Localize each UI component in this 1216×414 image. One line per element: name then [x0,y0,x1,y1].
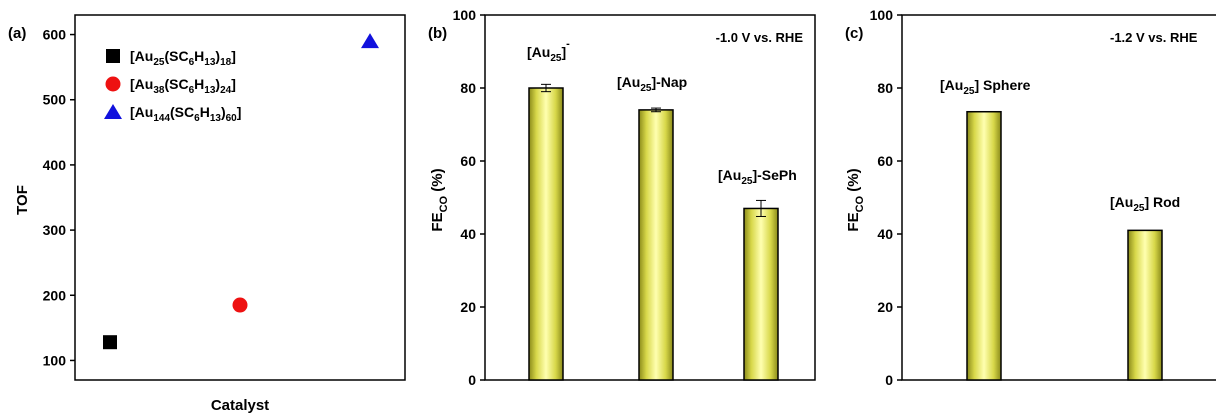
panel-b: (b) 0 20 40 60 80 100 FECO (%) -1.0 V vs. RHE… [428,7,816,388]
panel-a-y-axis: 100 200 300 400 500 600 [43,27,75,368]
y-tick-label: 0 [468,372,476,388]
y-tick-label: 600 [43,27,67,43]
data-point-square [103,335,117,350]
data-point-circle [232,297,248,313]
panel-a-legend: [Au25(SC6H13)18] [Au38(SC6H13)24] [Au144(S… [104,48,241,124]
y-tick-label: 100 [870,7,894,23]
data-point-triangle [361,33,379,49]
panel-b-annotation: -1.0 V vs. RHE [716,30,804,45]
bar-label: [Au25] Rod [1110,194,1180,214]
panel-c-bars: [Au25] Sphere [Au25] Rod [940,77,1180,381]
panel-b-y-axis-title: FECO (%) [429,168,450,231]
y-tick-label: 500 [43,92,67,108]
y-tick-label: 20 [460,299,476,315]
y-tick-label: 100 [43,352,67,368]
panel-b-label: (b) [428,25,447,42]
panel-b-bars: [Au25]- [Au25]-Nap [Au25]-SePh [527,38,797,381]
y-tick-label: 400 [43,157,67,173]
legend-marker-triangle [104,104,122,119]
bar [638,109,674,381]
bar [966,110,1002,381]
panel-a-frame [74,14,406,381]
panel-a-label: (a) [8,25,26,42]
y-tick-label: 20 [877,299,893,315]
y-tick-label: 80 [460,80,476,96]
y-tick-label: 200 [43,287,67,303]
bar-label: [Au25]- [527,38,570,64]
bar [1127,229,1163,381]
legend-marker-square [106,49,120,63]
panel-a-points [103,33,379,350]
y-tick-label: 60 [877,153,893,169]
y-tick-label: 80 [877,80,893,96]
y-tick-label: 100 [453,7,477,23]
panel-a-x-axis-title: Catalyst [211,397,269,414]
legend-entry: [Au144(SC6H13)60] [130,104,241,124]
panel-c-frame [901,14,1216,381]
panel-c-y-axis: 0 20 40 60 80 100 [870,7,902,388]
y-tick-label: 40 [460,226,476,242]
bar-label: [Au25]-Nap [617,74,687,94]
panel-a-y-axis-title: TOF [14,185,31,215]
legend-entry: [Au38(SC6H13)24] [130,76,236,96]
panel-b-y-axis: 0 20 40 60 80 100 [453,7,485,388]
panel-c: (c) 0 20 40 60 80 100 FECO (%) -1.2 V vs. RHE… [845,7,1216,388]
y-tick-label: 0 [885,372,893,388]
panel-c-y-axis-title: FECO (%) [845,168,866,231]
panel-a: (a) 100 200 300 400 500 600 TOF Catalyst [Au2… [8,14,406,414]
legend-entry: [Au25(SC6H13)18] [130,48,236,68]
legend-marker-circle [105,76,121,92]
bar-label: [Au25] Sphere [940,77,1031,97]
bar-label: [Au25]-SePh [718,167,797,187]
panel-c-label: (c) [845,25,863,42]
y-tick-label: 40 [877,226,893,242]
y-tick-label: 300 [43,222,67,238]
panel-c-annotation: -1.2 V vs. RHE [1110,30,1198,45]
y-tick-label: 60 [460,153,476,169]
bar [528,87,564,381]
bar [743,207,779,381]
